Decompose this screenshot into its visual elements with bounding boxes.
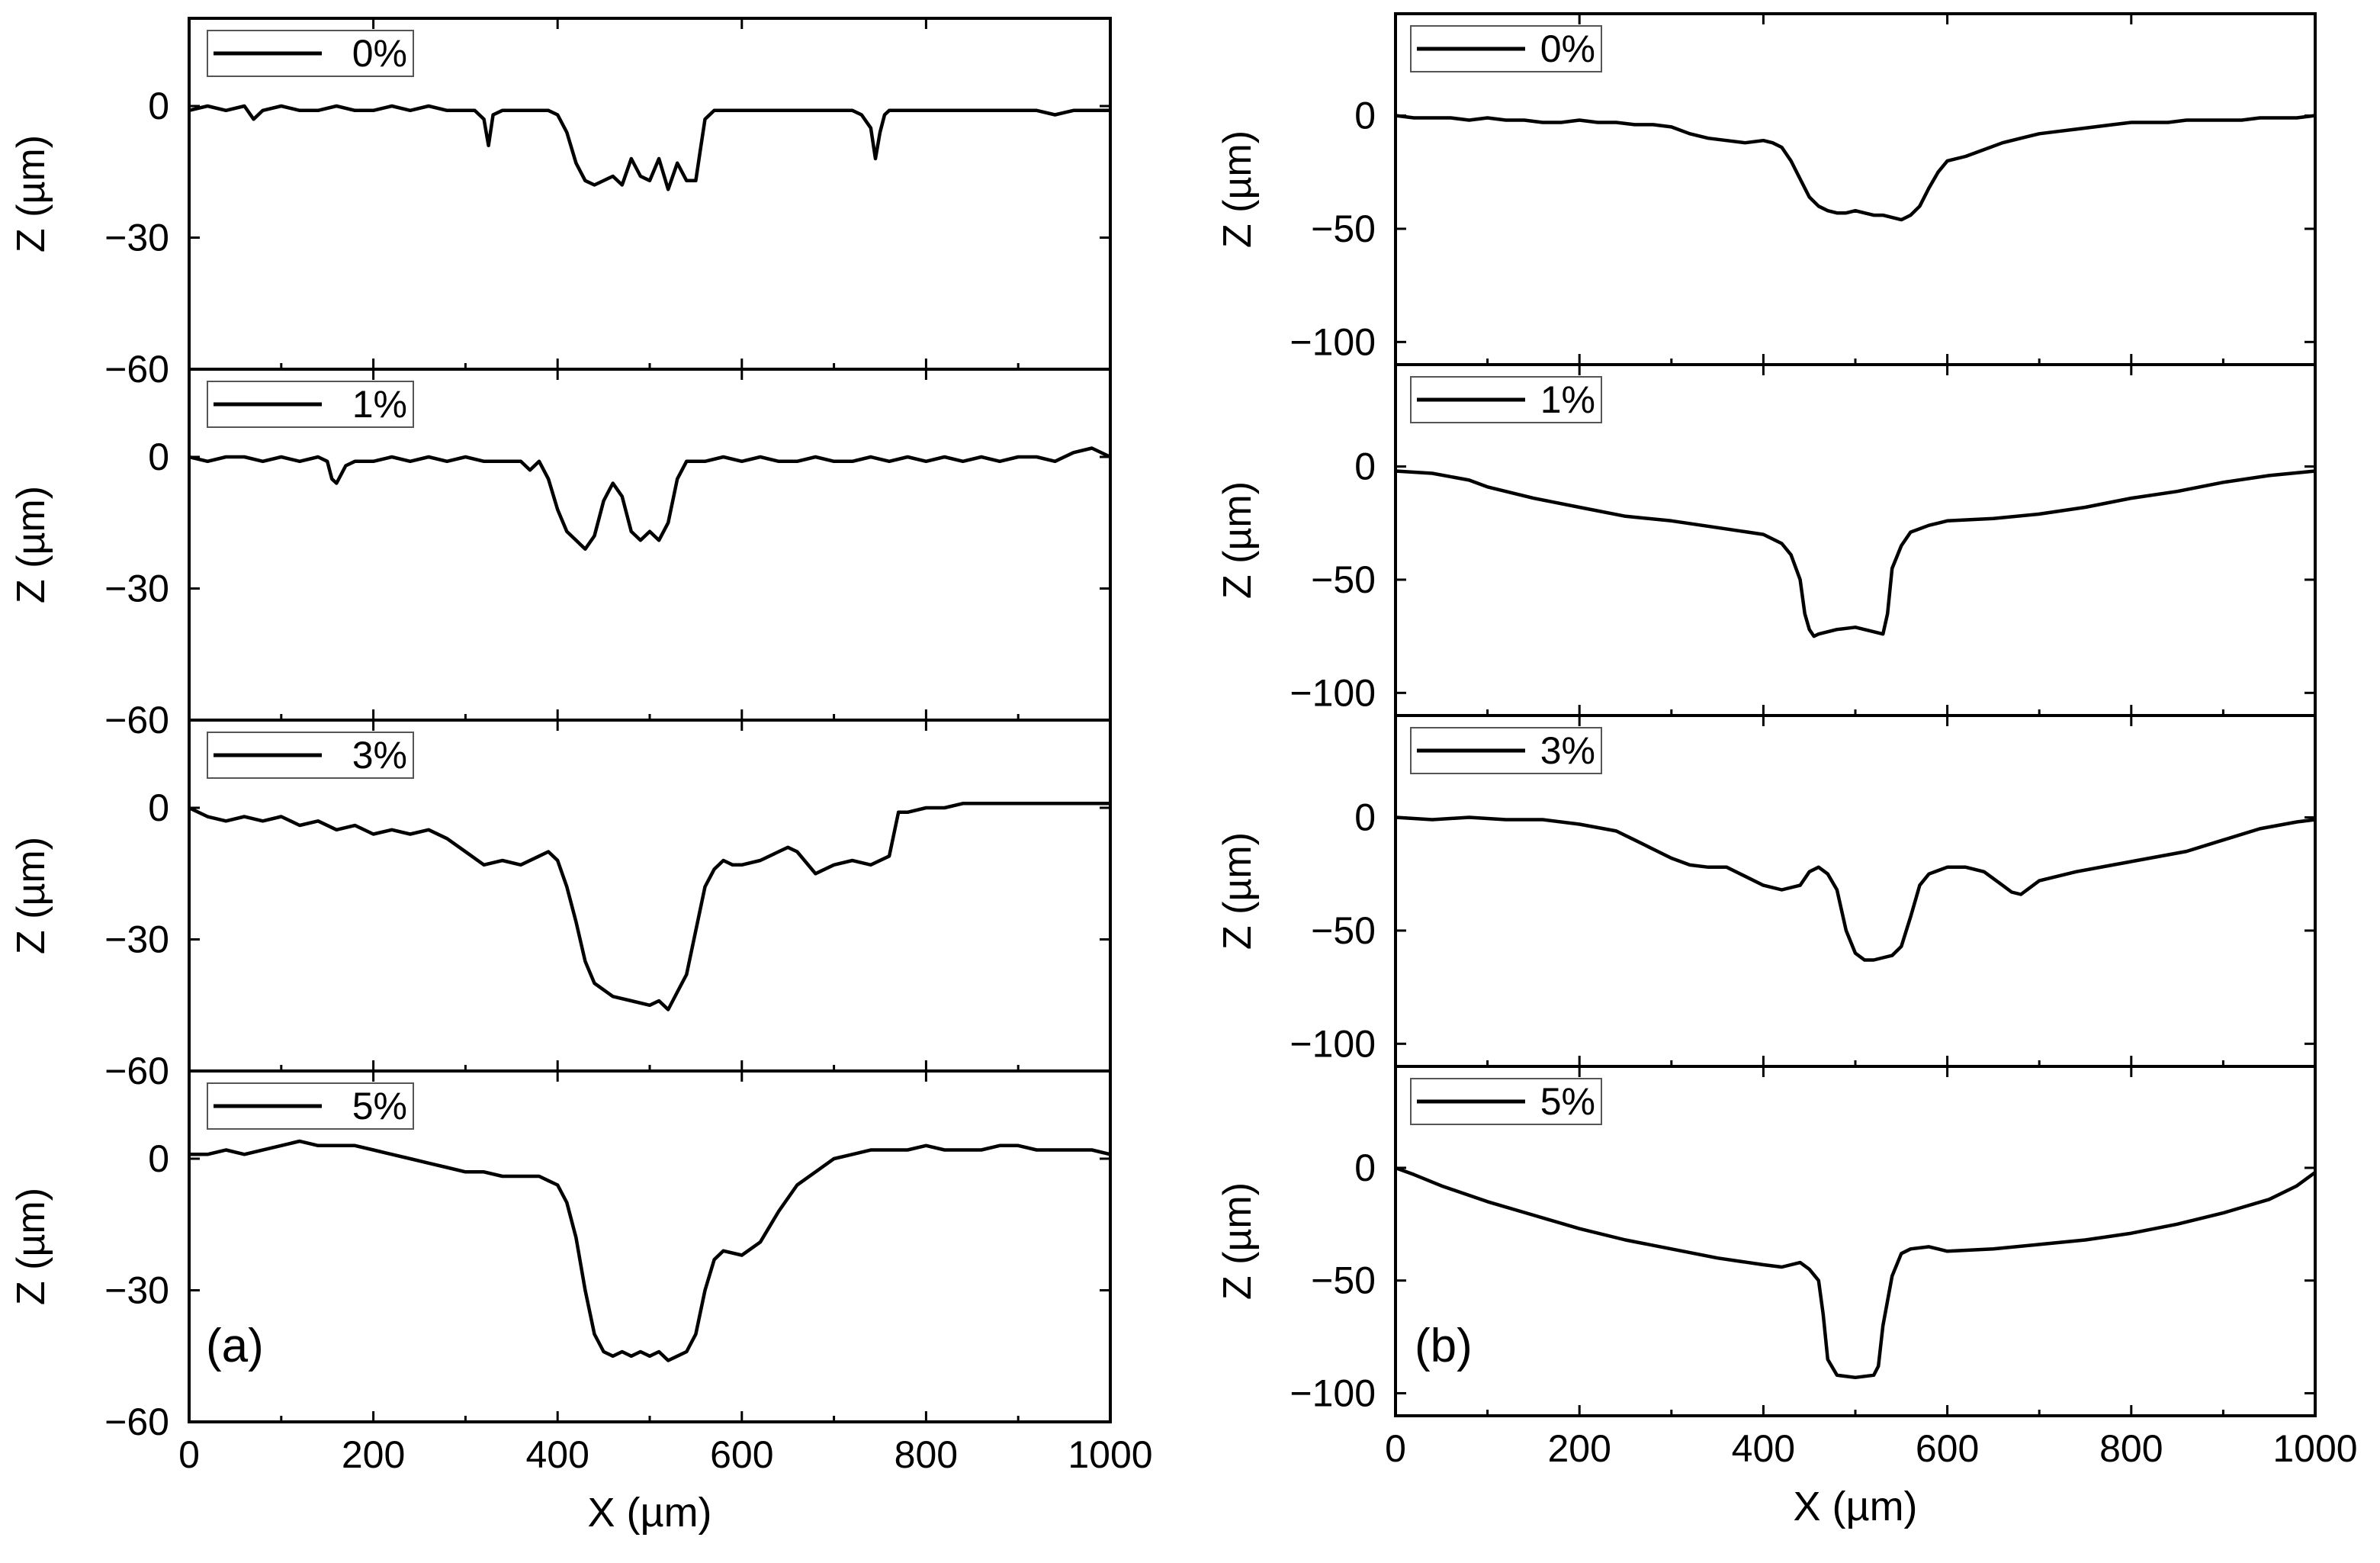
subplot-3pct: 0 −50 −100 Z (µm) 3% xyxy=(1216,714,2317,1068)
y-tick-label: 0 xyxy=(148,786,169,829)
x-axis-label: X (µm) xyxy=(587,1490,711,1536)
panel-label: (b) xyxy=(1415,1320,1473,1372)
legend-label: 3% xyxy=(1540,729,1595,772)
legend-label: 5% xyxy=(352,1085,407,1127)
x-tick-label: 600 xyxy=(1916,1427,1979,1470)
legend: 0% xyxy=(1410,25,1602,72)
panel-b: 0 −50 −100 Z (µm) 0% 0 −50 −100 Z (µm) 1% 0 −50 −100… xyxy=(1216,12,2358,1529)
y-axis-label: Z (µm) xyxy=(9,486,53,603)
profile-line-0pct xyxy=(188,104,1110,191)
panel-a: 0 −30 −60 Z (µm) 0% 0 −30 −60 Z (µm) 1% 0 −30 −60 Z (… xyxy=(9,17,1153,1536)
profile-line-1pct xyxy=(1395,469,2316,638)
y-tick-label: −30 xyxy=(104,1269,169,1312)
y-tick-label: −60 xyxy=(104,699,169,741)
subplot-3pct: 0 −30 −60 Z (µm) 3% xyxy=(9,719,1112,1092)
y-axis-label: Z (µm) xyxy=(1216,1182,1260,1300)
y-tick-label: −60 xyxy=(104,1050,169,1092)
x-axis-label: X (µm) xyxy=(1793,1484,1917,1529)
y-tick-label: 0 xyxy=(148,1137,169,1180)
y-tick-label: −50 xyxy=(1311,1259,1376,1302)
y-tick-label: −100 xyxy=(1290,1372,1376,1414)
y-tick-label: 0 xyxy=(1354,445,1376,488)
y-tick-label: 0 xyxy=(1354,796,1376,839)
legend-label: 1% xyxy=(1540,378,1595,421)
y-tick-label: −100 xyxy=(1290,320,1376,363)
panel-label: (a) xyxy=(206,1320,264,1372)
profile-line-3pct xyxy=(188,802,1110,1011)
x-tick-label: 0 xyxy=(178,1433,200,1476)
subplot-5pct: 0 −50 −100 Z (µm) 5% xyxy=(1216,1065,2317,1417)
y-tick-label: −30 xyxy=(104,568,169,610)
x-tick-label: 400 xyxy=(525,1433,589,1476)
profile-line-5pct xyxy=(189,1139,1111,1362)
x-tick-label: 1000 xyxy=(2272,1427,2357,1470)
y-axis-label: Z (µm) xyxy=(9,1188,53,1305)
x-tick-label: 0 xyxy=(1385,1427,1406,1470)
legend-label: 0% xyxy=(352,32,407,75)
legend: 1% xyxy=(207,381,414,428)
y-axis-label: Z (µm) xyxy=(1216,481,1260,599)
y-axis-label: Z (µm) xyxy=(1216,130,1260,248)
y-tick-label: −50 xyxy=(1311,909,1376,952)
x-tick-label: 800 xyxy=(2099,1427,2163,1470)
legend-label: 1% xyxy=(352,383,407,426)
y-tick-label: −30 xyxy=(104,217,169,259)
x-tick-label: 200 xyxy=(342,1433,405,1476)
y-tick-label: −50 xyxy=(1311,207,1376,250)
y-axis-label: Z (µm) xyxy=(9,135,53,252)
x-tick-label: 1000 xyxy=(1068,1433,1152,1476)
profile-line-0pct xyxy=(1395,114,2316,222)
y-tick-label: −100 xyxy=(1290,1022,1376,1065)
y-tick-label: −50 xyxy=(1311,558,1376,601)
subplot-0pct: 0 −30 −60 Z (µm) 0% xyxy=(9,17,1112,391)
x-tick-label: 600 xyxy=(710,1433,773,1476)
profile-line-1pct xyxy=(188,446,1111,552)
legend-label: 3% xyxy=(352,734,407,777)
subplot-5pct: 0 −30 −60 Z (µm) 5% xyxy=(9,1069,1112,1443)
legend: 1% xyxy=(1410,376,1602,423)
legend: 3% xyxy=(207,732,414,779)
x-tick-label: 200 xyxy=(1547,1427,1611,1470)
y-tick-label: 0 xyxy=(148,85,169,127)
y-tick-label: 0 xyxy=(148,436,169,478)
legend-label: 0% xyxy=(1540,27,1595,70)
y-tick-label: 0 xyxy=(1354,1147,1376,1189)
x-tick-label: 400 xyxy=(1732,1427,1795,1470)
subplot-1pct: 0 −50 −100 Z (µm) 1% xyxy=(1216,363,2317,717)
legend: 5% xyxy=(1410,1078,1602,1125)
legend: 0% xyxy=(207,30,414,77)
y-tick-label: −60 xyxy=(104,348,169,391)
y-tick-label: −60 xyxy=(104,1401,169,1443)
legend-label: 5% xyxy=(1540,1080,1595,1123)
profile-line-3pct xyxy=(1395,815,2316,962)
legend: 3% xyxy=(1410,727,1602,774)
y-tick-label: 0 xyxy=(1354,95,1376,137)
legend: 5% xyxy=(207,1082,414,1130)
y-tick-label: −100 xyxy=(1290,671,1376,714)
profile-line-5pct xyxy=(1395,1166,2317,1380)
y-tick-label: −30 xyxy=(104,918,169,961)
x-tick-label: 800 xyxy=(895,1433,958,1476)
y-axis-label: Z (µm) xyxy=(9,837,53,954)
y-axis-label: Z (µm) xyxy=(1216,832,1260,950)
subplot-0pct: 0 −50 −100 Z (µm) 0% xyxy=(1216,12,2317,366)
